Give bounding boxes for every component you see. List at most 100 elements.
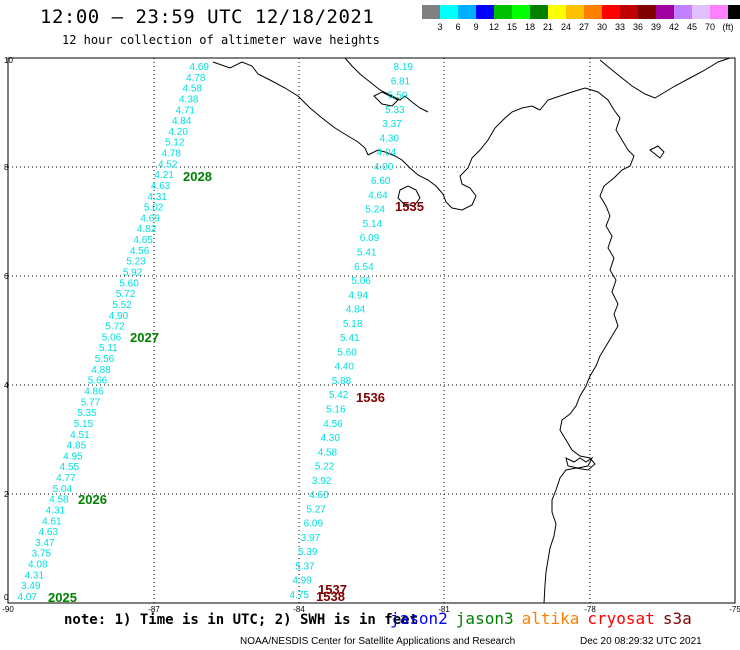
swh-value-label: 5.06 <box>102 332 122 343</box>
swh-value-label: 4.71 <box>175 105 195 116</box>
satellite-name: jason2 <box>390 609 448 628</box>
pass-label: 1537 <box>318 582 347 597</box>
legend-label: 9 <box>473 22 479 32</box>
swh-value-label: 5.66 <box>88 376 108 387</box>
swh-value-label: 5.04 <box>53 484 73 495</box>
map-title: 12:00 — 23:59 UTC 12/18/2021 <box>40 6 375 28</box>
swh-value-label: 5.88 <box>332 376 352 387</box>
lat-tick-label: 10 <box>4 56 13 65</box>
swh-value-label: 4.20 <box>168 127 188 138</box>
swh-value-label: 4.99 <box>292 576 312 587</box>
swh-value-label: 4.31 <box>25 570 45 581</box>
swh-value-label: 3.37 <box>382 119 402 130</box>
swh-value-label: 5.56 <box>95 354 115 365</box>
swh-value-label: 4.51 <box>70 430 90 441</box>
legend-swatch <box>422 5 440 19</box>
legend-swatch <box>548 5 566 19</box>
swh-value-label: 5.18 <box>343 319 363 330</box>
west-track-swh-labels: 4.694.784.584.384.714.844.205.124.784.52… <box>18 62 210 603</box>
swh-value-label: 4.58 <box>183 84 203 95</box>
legend-label: 42 <box>668 22 680 32</box>
map-subtitle: 12 hour collection of altimeter wave hei… <box>62 33 380 47</box>
legend-swatch <box>728 5 740 19</box>
lon-tick-label: -78 <box>584 605 596 614</box>
legend-label: 15 <box>506 22 518 32</box>
coastline <box>212 57 731 604</box>
swh-value-label: 5.12 <box>165 138 185 149</box>
swh-value-label: 5.42 <box>329 390 349 401</box>
legend-swatch <box>530 5 548 19</box>
pass-label: 1536 <box>356 390 385 405</box>
swh-value-label: 4.69 <box>190 62 210 73</box>
legend-label: 39 <box>650 22 662 32</box>
swh-value-label: 4.31 <box>46 505 66 516</box>
swh-value-label: 5.37 <box>295 561 315 572</box>
legend-swatch <box>512 5 530 19</box>
lat-tick-label: 2 <box>4 490 9 499</box>
swh-value-label: 4.84 <box>172 116 192 127</box>
lon-tick-label: -87 <box>148 605 160 614</box>
swh-value-label: 5.14 <box>363 219 383 230</box>
lat-tick-label: 4 <box>4 381 9 390</box>
swh-value-label: 8.19 <box>394 62 414 73</box>
legend-label: 6 <box>455 22 461 32</box>
legend-label: 21 <box>542 22 554 32</box>
grid-lines <box>8 58 735 603</box>
swh-value-label: 5.72 <box>105 322 125 333</box>
swh-value-label: 4.85 <box>67 441 87 452</box>
legend-label: 30 <box>596 22 608 32</box>
swh-value-label: 5.35 <box>77 408 97 419</box>
swh-value-label: 4.88 <box>91 365 111 376</box>
swh-value-label: 4.82 <box>137 224 157 235</box>
swh-value-label: 4.86 <box>84 386 104 397</box>
swh-value-label: 4.04 <box>377 148 397 159</box>
legend-swatch <box>440 5 458 19</box>
swh-value-label: 5.92 <box>123 268 143 279</box>
swh-value-label: 4.65 <box>133 235 153 246</box>
swh-value-label: 4.07 <box>18 592 38 603</box>
legend-swatch <box>494 5 512 19</box>
swh-value-label: 4.77 <box>56 473 76 484</box>
swh-value-label: 4.58 <box>318 447 338 458</box>
legend-swatch <box>674 5 692 19</box>
swh-value-label: 5.11 <box>99 343 118 354</box>
pass-label: 2028 <box>183 169 212 184</box>
longitude-tick-labels: -90 -87 -84 -81 -78 -75 <box>2 605 740 614</box>
lat-tick-label: 8 <box>4 163 9 172</box>
map-frame <box>7 57 736 604</box>
swh-value-label: 5.27 <box>306 504 326 515</box>
legend-swatch <box>476 5 494 19</box>
east-track-swh-labels: 8.19 6.81 5.50 5.33 3.37 4.30 4.04 4.00 6.60 4.64… <box>290 62 414 601</box>
swh-value-label: 5.16 <box>326 404 346 415</box>
legend-swatch <box>602 5 620 19</box>
legend-swatch <box>656 5 674 19</box>
pass-label: 1535 <box>395 199 424 214</box>
swh-value-label: 6.81 <box>391 76 411 87</box>
lon-tick-label: -90 <box>2 605 14 614</box>
swh-value-label: 4.00 <box>374 162 394 173</box>
lat-tick-label: 0 <box>4 593 9 602</box>
legend-label: 33 <box>614 22 626 32</box>
swh-value-label: 5.77 <box>81 397 101 408</box>
swh-value-label: 4.21 <box>154 170 174 181</box>
legend-label: 45 <box>686 22 698 32</box>
legend-swatch <box>692 5 710 19</box>
pass-label: 1538 <box>316 589 345 604</box>
swh-value-label: 4.94 <box>349 290 369 301</box>
legend-swatch <box>458 5 476 19</box>
swh-value-label: 3.75 <box>32 549 52 560</box>
swh-value-label: 4.58 <box>49 495 69 506</box>
pass-label: 2027 <box>130 330 159 345</box>
swh-value-label: 5.22 <box>315 462 335 473</box>
swh-value-label: 5.41 <box>357 248 377 259</box>
satellite-name: altika <box>521 609 580 628</box>
legend-label: 12 <box>488 22 500 32</box>
legend-swatch <box>566 5 584 19</box>
swh-value-label: 4.31 <box>147 192 167 203</box>
swh-value-label: 4.56 <box>130 246 150 257</box>
legend-label: 27 <box>578 22 590 32</box>
swh-value-label: 5.60 <box>119 278 139 289</box>
swh-value-label: 4.75 <box>290 590 310 601</box>
footer-note: note: 1) Time is in UTC; 2) SWH is in fe… <box>64 612 419 628</box>
legend-swatch <box>620 5 638 19</box>
